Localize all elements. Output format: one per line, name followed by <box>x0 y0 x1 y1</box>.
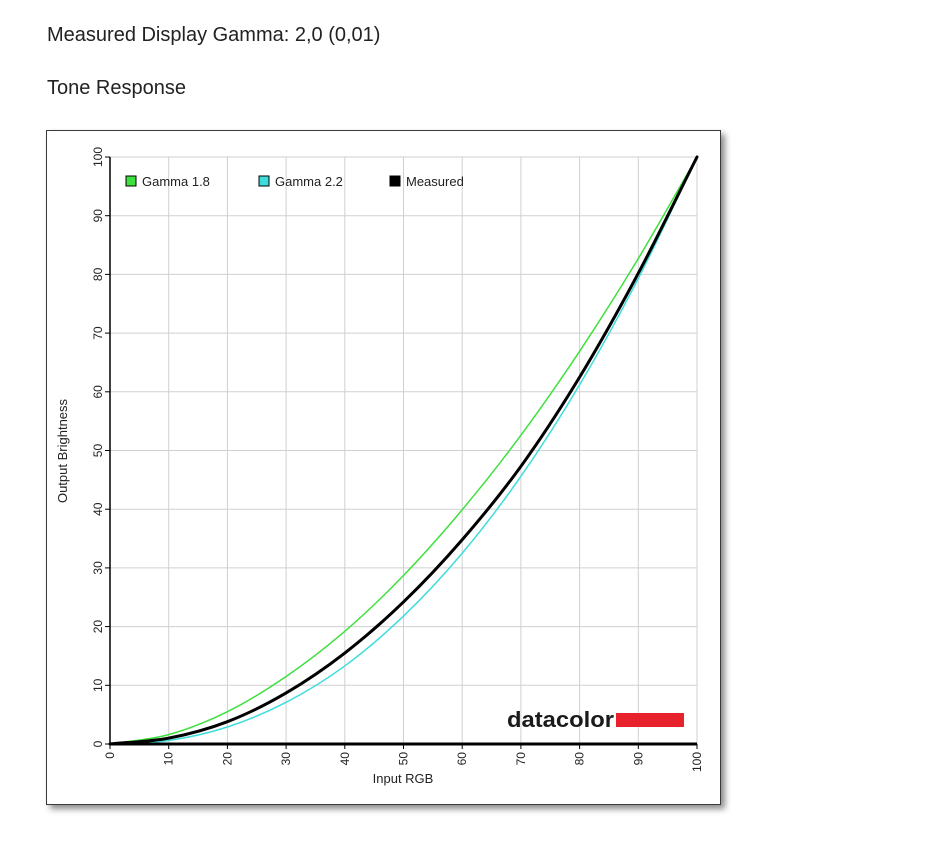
y-tick-label-10: 100 <box>91 147 105 167</box>
y-tick-label-3: 30 <box>91 561 105 575</box>
x-tick-label-6: 60 <box>455 752 469 766</box>
y-tick-label-2: 20 <box>91 620 105 634</box>
x-axis-label: Input RGB <box>373 771 434 786</box>
legend-label-gamma-1-8: Gamma 1.8 <box>142 174 210 189</box>
datacolor-watermark: datacolor <box>507 707 684 732</box>
chart-svg: 0 10 20 30 40 50 60 70 80 90 100 0 10 20 30 40 50 60 70 80 9… <box>55 147 704 786</box>
x-tick-label-10: 100 <box>690 752 704 772</box>
y-tick-label-1: 10 <box>91 678 105 692</box>
tone-response-chart: 0 10 20 30 40 50 60 70 80 90 100 0 10 20 30 40 50 60 70 80 9… <box>46 130 721 805</box>
x-tick-label-1: 10 <box>162 752 176 766</box>
legend-swatch-gamma-2-2 <box>258 175 270 187</box>
x-tick-label-4: 40 <box>338 752 352 766</box>
x-tick-label-5: 50 <box>397 752 411 766</box>
legend: Gamma 1.8 Gamma 2.2 Measured <box>125 174 464 189</box>
y-tick-label-8: 80 <box>91 267 105 281</box>
x-tick-label-2: 20 <box>220 752 234 766</box>
measured-gamma-heading: Measured Display Gamma: 2,0 (0,01) <box>47 24 381 46</box>
series-line-gamma-1-8 <box>109 156 698 745</box>
y-tick-label-0: 0 <box>91 740 105 747</box>
x-tick-label-8: 80 <box>573 752 587 766</box>
legend-label-gamma-2-2: Gamma 2.2 <box>275 174 343 189</box>
x-tick-label-9: 90 <box>631 752 645 766</box>
datacolor-logo-bar <box>616 713 684 727</box>
legend-swatch-gamma-1-8 <box>125 175 137 187</box>
legend-swatch-measured <box>389 175 401 187</box>
x-tick-label-0: 0 <box>103 752 117 759</box>
grid-lines <box>110 156 698 744</box>
y-tick-label-6: 60 <box>91 385 105 399</box>
y-tick-label-7: 70 <box>91 326 105 340</box>
y-tick-label-9: 90 <box>91 209 105 223</box>
x-tick-label-7: 70 <box>514 752 528 766</box>
axes: 0 10 20 30 40 50 60 70 80 90 100 0 10 20 30 40 50 60 70 80 9… <box>91 147 704 772</box>
curves <box>108 155 699 746</box>
legend-label-measured: Measured <box>406 174 464 189</box>
series-line-gamma-2-2 <box>109 156 698 745</box>
tone-response-heading: Tone Response <box>47 77 186 99</box>
y-tick-label-5: 50 <box>91 444 105 458</box>
y-tick-label-4: 40 <box>91 502 105 516</box>
series-line-measured <box>108 155 699 746</box>
y-axis-label: Output Brightness <box>55 398 70 503</box>
datacolor-logo-text: datacolor <box>507 707 614 732</box>
x-tick-label-3: 30 <box>279 752 293 766</box>
